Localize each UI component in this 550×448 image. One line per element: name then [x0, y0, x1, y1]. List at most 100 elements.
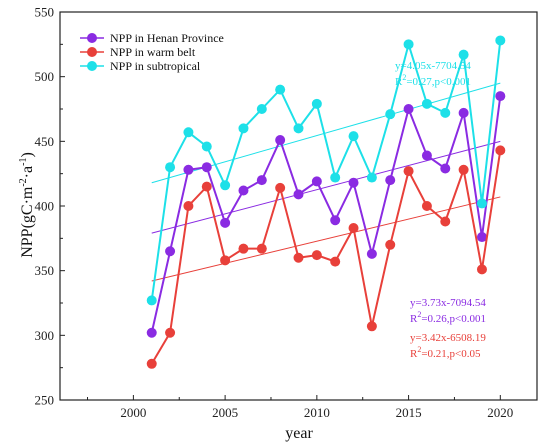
- legend-marker-warm: [87, 47, 97, 57]
- y-axis-title: NPP(gC·m-2·a-1): [18, 152, 36, 258]
- series-2-point-2015: [403, 39, 414, 50]
- legend-label-subtropical: NPP in subtropical: [110, 59, 201, 73]
- y-axis-title-main: NPP(gC·m: [19, 186, 36, 258]
- x-tick-label-2020: 2020: [487, 405, 513, 420]
- trend-line-0: [151, 140, 501, 234]
- series-1-point-2015: [403, 166, 414, 177]
- y-tick-label-350: 350: [35, 263, 55, 278]
- legend-label-warm: NPP in warm belt: [110, 45, 196, 59]
- series-1-point-2011: [330, 256, 341, 267]
- series-1-point-2004: [201, 181, 212, 192]
- annotation-subtropical-rest: =0.27,p<0.001: [406, 76, 471, 88]
- series-0-point-2004: [201, 162, 212, 173]
- x-tick-label-2010: 2010: [304, 405, 330, 420]
- y-axis-title-end: ): [19, 152, 36, 157]
- annotation-subtropical-r2: R2=0.27,p<0.001: [395, 73, 471, 88]
- series-0-point-2015: [403, 104, 414, 114]
- x-tick-label-2015: 2015: [396, 405, 422, 420]
- series-0-point-2008: [275, 135, 286, 146]
- trend-line-1: [151, 196, 501, 282]
- series-1-point-2019: [476, 264, 487, 275]
- series-2-point-2008: [275, 84, 286, 95]
- y-axis-title-mid: ·a: [19, 166, 36, 178]
- series-1-point-2010: [311, 250, 322, 261]
- series-1-point-2017: [440, 216, 451, 227]
- series-2-point-2011: [330, 172, 341, 183]
- annotation-henan-sup: 2: [417, 310, 421, 319]
- y-tick-label-300: 300: [35, 328, 55, 343]
- series-2-point-2016: [421, 98, 432, 109]
- series-0-point-2018: [458, 107, 469, 118]
- series-1-point-2001: [146, 358, 157, 369]
- series-2-point-2001: [146, 295, 157, 306]
- series-0-point-2010: [311, 176, 322, 187]
- legend-label-henan: NPP in Henan Province: [110, 31, 224, 45]
- series-0-point-2009: [293, 189, 304, 200]
- series-2-point-2005: [220, 180, 231, 191]
- series-0-point-2006: [238, 185, 249, 196]
- legend-marker-henan: [87, 33, 97, 43]
- series-2-point-2013: [366, 172, 377, 183]
- y-tick-label-250: 250: [35, 393, 55, 408]
- series-1-point-2012: [348, 222, 359, 233]
- annotation-warm-equation: y=3.42x-6508.19: [410, 332, 486, 344]
- series-1-point-2005: [220, 255, 231, 266]
- series-1-point-2016: [421, 201, 432, 211]
- series-0-point-2003: [183, 164, 194, 175]
- y-tick-label-550: 550: [35, 5, 55, 20]
- legend-marker-subtropical: [87, 61, 97, 71]
- series-1-point-2007: [256, 243, 267, 254]
- annotation-henan-r2: R2=0.26,p<0.001: [410, 310, 486, 325]
- annotation-subtropical-sup: 2: [402, 73, 406, 82]
- annotation-warm-r2: R2=0.21,p<0.05: [410, 345, 481, 360]
- series-2-point-2002: [165, 162, 176, 173]
- series-1-point-2009: [293, 252, 304, 263]
- series-2-point-2017: [440, 107, 451, 118]
- series-1-point-2018: [458, 164, 469, 175]
- series-0-point-2016: [421, 150, 432, 161]
- annotation-warm-rest: =0.21,p<0.05: [421, 348, 481, 360]
- annotation-warm-r: R: [410, 348, 418, 360]
- series-2-point-2003: [183, 127, 194, 138]
- series-0-point-2012: [348, 177, 359, 188]
- series-1-point-2002: [165, 327, 176, 338]
- series-2-point-2014: [385, 109, 396, 120]
- y-axis-title-sup2: -1: [18, 158, 29, 166]
- y-axis-title-sup1: -2: [18, 178, 29, 186]
- y-tick-label-400: 400: [35, 199, 55, 214]
- y-tick-label-500: 500: [35, 69, 55, 84]
- series-2-point-2007: [256, 104, 267, 114]
- series-1-point-2013: [366, 321, 377, 332]
- y-tick-label-450: 450: [35, 134, 55, 149]
- annotation-henan-equation: y=3.73x-7094.54: [410, 297, 486, 309]
- series-2-point-2009: [293, 123, 304, 134]
- annotation-subtropical-r: R: [395, 76, 403, 88]
- series-2-point-2012: [348, 131, 359, 142]
- series-0-point-2017: [440, 163, 451, 174]
- series-1-point-2003: [183, 201, 194, 211]
- series-0-point-2007: [256, 175, 267, 186]
- annotation-henan-rest: =0.26,p<0.001: [421, 313, 486, 325]
- series-2-point-2020: [495, 35, 506, 46]
- legend: NPP in Henan Province NPP in warm belt N…: [80, 31, 224, 73]
- annotation-subtropical-equation: y=4.05x-7704.54: [395, 60, 471, 72]
- series-0-point-2019: [476, 232, 487, 243]
- series-0-point-2011: [330, 215, 341, 226]
- series-0-point-2020: [495, 91, 506, 102]
- series-1-point-2020: [495, 145, 506, 156]
- series-0-point-2005: [220, 217, 231, 228]
- series-2-point-2004: [201, 141, 212, 152]
- series-1-point-2006: [238, 243, 249, 254]
- series-2-point-2018: [458, 49, 469, 60]
- series-0-point-2014: [385, 175, 396, 186]
- series-0-point-2001: [146, 327, 157, 338]
- series-2-point-2006: [238, 123, 249, 134]
- x-axis-title: year: [285, 425, 313, 442]
- series-0-point-2002: [165, 246, 176, 257]
- series-1-point-2008: [275, 182, 286, 193]
- plot-area: 2000 2005 2010 2015 2020 250 300 350 400 450 500 55…: [35, 5, 538, 420]
- x-tick-label-2005: 2005: [212, 405, 238, 420]
- x-tick-label-2000: 2000: [120, 405, 146, 420]
- series-1-point-2014: [385, 239, 396, 250]
